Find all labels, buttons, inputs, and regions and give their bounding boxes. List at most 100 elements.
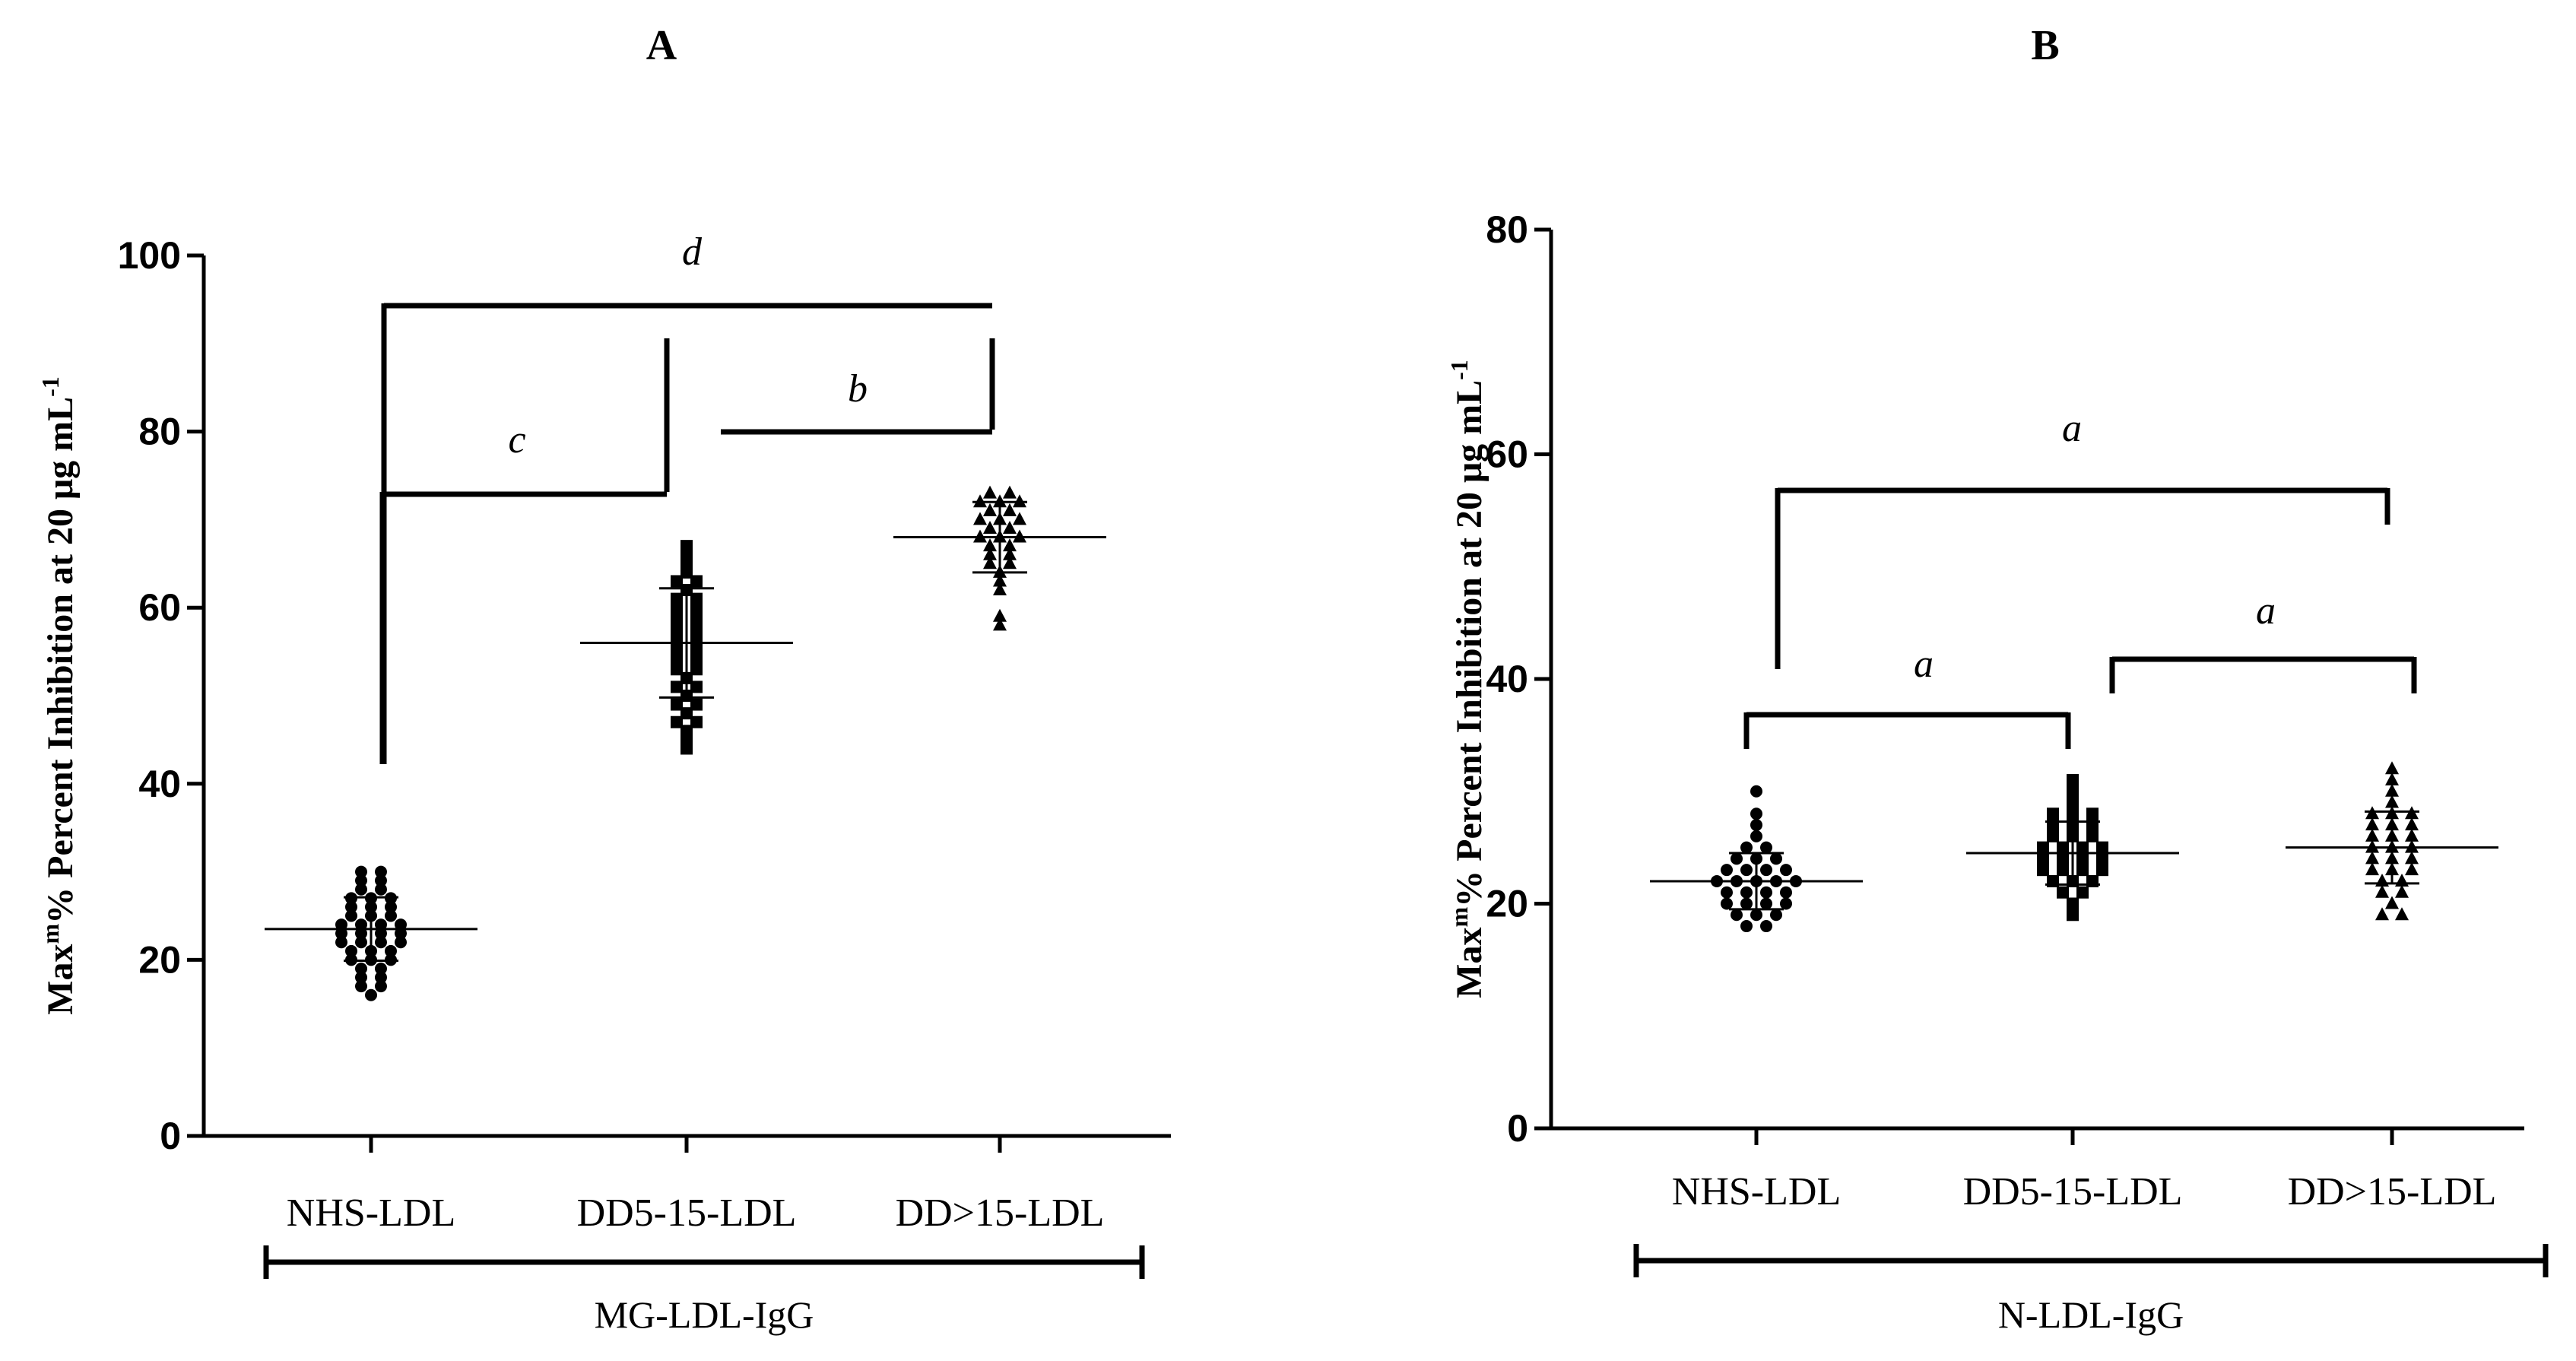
x-tick-label: NHS-LDL	[1672, 1170, 1841, 1213]
data-point-0	[1780, 897, 1792, 910]
y-axis-label-rest: % Percent Inhibition at 20 μg mL	[1449, 380, 1489, 907]
data-point-2	[2365, 828, 2379, 842]
data-point-1	[671, 715, 683, 728]
data-point-1	[2096, 852, 2108, 865]
data-point-1	[2076, 841, 2089, 854]
data-point-0	[1740, 920, 1753, 933]
data-point-0	[365, 988, 377, 1001]
data-point-2	[2395, 884, 2409, 898]
data-point-2	[993, 608, 1007, 622]
data-point-0	[355, 874, 367, 887]
data-point-0	[395, 918, 407, 931]
data-point-0	[1750, 909, 1762, 922]
y-tick-label: 20	[1486, 883, 1528, 925]
data-point-0	[1750, 819, 1762, 832]
data-point-1	[2086, 807, 2099, 820]
data-point-0	[355, 883, 367, 896]
data-point-0	[1740, 897, 1753, 910]
data-point-0	[1721, 886, 1733, 899]
data-point-1	[2067, 785, 2079, 798]
data-point-2	[1013, 512, 1026, 525]
data-point-0	[1760, 841, 1772, 854]
data-point-0	[335, 936, 347, 949]
data-point-0	[1721, 864, 1733, 877]
data-point-2	[983, 503, 997, 516]
data-point-2	[983, 538, 997, 552]
x-tick-label: DD5-15-LDL	[577, 1191, 797, 1235]
data-point-1	[671, 592, 683, 605]
data-point-2	[993, 573, 1007, 587]
data-point-1	[2037, 841, 2049, 854]
y-tick-label: 40	[138, 763, 181, 805]
data-point-0	[1740, 841, 1753, 854]
data-point-0	[375, 927, 387, 940]
data-point-0	[395, 936, 407, 949]
data-point-0	[375, 936, 387, 949]
data-point-0	[1740, 864, 1753, 877]
data-point-1	[680, 725, 693, 738]
data-point-2	[2365, 862, 2379, 876]
data-point-1	[690, 680, 703, 693]
data-point-0	[395, 927, 407, 940]
data-point-0	[335, 927, 347, 940]
data-point-1	[680, 707, 693, 720]
data-point-0	[375, 874, 387, 887]
data-point-0	[1740, 886, 1753, 899]
data-point-0	[1721, 897, 1733, 910]
data-point-1	[2047, 830, 2059, 842]
panel-label-a: A	[646, 22, 677, 69]
x-axis-label: N-LDL-IgG	[1998, 1293, 2184, 1336]
y-tick-label: 60	[1486, 433, 1528, 476]
bracket-label: a	[2062, 407, 2082, 450]
y-axis-label-sup: m	[36, 924, 64, 944]
data-point-2	[2405, 828, 2419, 842]
y-axis-label-sup2: -1	[36, 376, 64, 397]
data-point-1	[2096, 864, 2108, 877]
y-tick-label: 0	[1507, 1107, 1528, 1150]
data-point-2	[2385, 772, 2399, 785]
data-point-1	[2057, 886, 2069, 899]
data-point-0	[1770, 852, 1782, 865]
data-point-1	[2067, 796, 2079, 809]
data-point-2	[993, 617, 1007, 631]
y-tick-label: 60	[138, 586, 181, 629]
data-point-1	[2076, 852, 2089, 865]
data-point-2	[2385, 795, 2399, 808]
data-point-0	[345, 900, 357, 913]
y-axis-label-rest: % Percent Inhibition at 20 μg mL	[40, 397, 81, 924]
data-point-1	[671, 698, 683, 711]
data-point-1	[690, 592, 703, 605]
data-point-2	[2385, 761, 2399, 775]
data-point-1	[671, 575, 683, 588]
data-point-0	[375, 918, 387, 931]
data-point-0	[375, 883, 387, 896]
data-point-0	[1731, 852, 1743, 865]
y-axis-label: Maxm% Percent Inhibition at 20 μg mL-1	[1445, 360, 1489, 998]
data-point-2	[2365, 851, 2379, 865]
y-axis-label-sup: m	[1445, 907, 1473, 928]
data-point-0	[385, 900, 397, 913]
x-axis-label: MG-LDL-IgG	[595, 1293, 814, 1336]
data-point-1	[2086, 830, 2099, 842]
data-point-0	[355, 865, 367, 878]
data-point-0	[1770, 909, 1782, 922]
data-point-0	[1760, 886, 1772, 899]
x-tick-label: DD>15-LDL	[2288, 1170, 2497, 1213]
data-point-0	[1750, 830, 1762, 842]
y-tick-label: 20	[138, 938, 181, 981]
data-point-2	[983, 520, 997, 534]
data-point-1	[2067, 773, 2079, 786]
bracket-label: b	[848, 367, 868, 411]
data-point-1	[690, 575, 703, 588]
data-point-0	[355, 980, 367, 993]
y-tick-label: 100	[118, 234, 181, 277]
data-point-0	[375, 962, 387, 975]
data-point-2	[983, 556, 997, 569]
data-point-2	[2385, 783, 2399, 797]
data-point-0	[355, 962, 367, 975]
data-point-2	[1003, 538, 1017, 552]
data-point-0	[345, 944, 357, 957]
data-point-1	[2057, 852, 2069, 865]
y-axis-label-main: Max	[1449, 928, 1489, 998]
